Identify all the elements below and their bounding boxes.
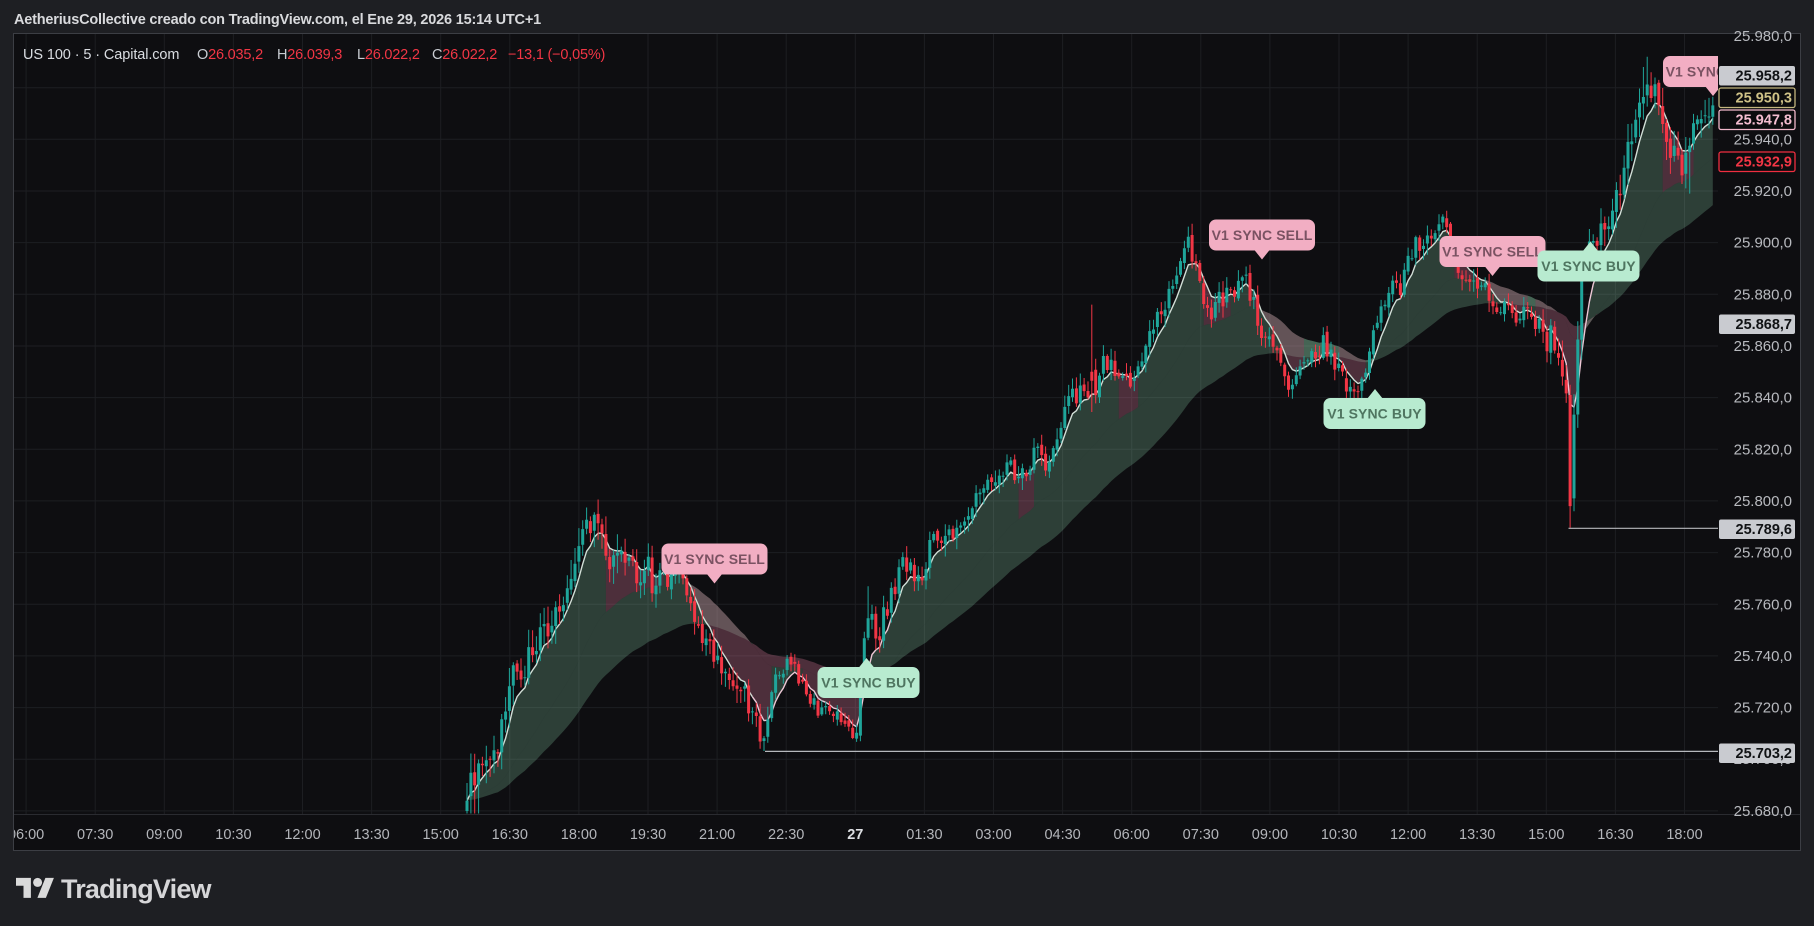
svg-text:25.720,0: 25.720,0 (1734, 700, 1792, 717)
svg-text:V1 SYNC BUY: V1 SYNC BUY (1541, 258, 1636, 274)
svg-text:25.760,0: 25.760,0 (1734, 596, 1792, 613)
svg-text:10:30: 10:30 (1321, 827, 1357, 843)
svg-text:21:00: 21:00 (699, 827, 735, 843)
svg-text:12:00: 12:00 (284, 827, 320, 843)
svg-text:04:30: 04:30 (1044, 827, 1080, 843)
svg-text:V1 SYNC SELL: V1 SYNC SELL (1666, 64, 1767, 80)
svg-text:12:00: 12:00 (1390, 827, 1426, 843)
svg-text:V1 SYNC BUY: V1 SYNC BUY (1327, 406, 1422, 422)
svg-text:25.947,8: 25.947,8 (1736, 113, 1792, 129)
svg-text:25.950,3: 25.950,3 (1736, 91, 1792, 107)
svg-text:25.740,0: 25.740,0 (1734, 648, 1792, 665)
svg-text:25.840,0: 25.840,0 (1734, 390, 1792, 407)
svg-text:03:00: 03:00 (975, 827, 1011, 843)
svg-text:25.703,2: 25.703,2 (1736, 746, 1792, 762)
svg-text:13:30: 13:30 (1459, 827, 1495, 843)
svg-text:09:00: 09:00 (1252, 827, 1288, 843)
svg-text:V1 SYNC SELL: V1 SYNC SELL (1212, 227, 1313, 243)
svg-text:AetheriusCollective creado con: AetheriusCollective creado con TradingVi… (14, 12, 541, 28)
svg-text:O26.035,2: O26.035,2 (197, 47, 263, 63)
svg-text:V1 SYNC SELL: V1 SYNC SELL (1442, 244, 1543, 260)
svg-text:18:00: 18:00 (561, 827, 597, 843)
svg-text:01:30: 01:30 (906, 827, 942, 843)
svg-text:06:00: 06:00 (8, 827, 44, 843)
svg-text:10:30: 10:30 (215, 827, 251, 843)
svg-text:13:30: 13:30 (353, 827, 389, 843)
svg-text:25.789,6: 25.789,6 (1736, 522, 1792, 538)
svg-text:25.860,0: 25.860,0 (1734, 338, 1792, 355)
svg-text:25.780,0: 25.780,0 (1734, 545, 1792, 562)
svg-text:TradingView: TradingView (61, 874, 213, 904)
svg-text:16:30: 16:30 (492, 827, 528, 843)
svg-text:25.680,0: 25.680,0 (1734, 803, 1792, 820)
svg-text:25.800,0: 25.800,0 (1734, 493, 1792, 510)
svg-text:09:00: 09:00 (146, 827, 182, 843)
svg-text:07:30: 07:30 (77, 827, 113, 843)
svg-text:25.900,0: 25.900,0 (1734, 235, 1792, 252)
svg-text:−13,1 (−0,05%): −13,1 (−0,05%) (508, 47, 605, 63)
svg-text:15:00: 15:00 (1528, 827, 1564, 843)
svg-text:V1 SYNC SELL: V1 SYNC SELL (664, 551, 765, 567)
svg-text:25.940,0: 25.940,0 (1734, 131, 1792, 148)
svg-text:16:30: 16:30 (1597, 827, 1633, 843)
svg-text:19:30: 19:30 (630, 827, 666, 843)
svg-text:06:00: 06:00 (1114, 827, 1150, 843)
svg-text:25.932,9: 25.932,9 (1736, 155, 1792, 171)
svg-text:C26.022,2: C26.022,2 (432, 47, 497, 63)
svg-text:25.880,0: 25.880,0 (1734, 286, 1792, 303)
svg-text:25.920,0: 25.920,0 (1734, 183, 1792, 200)
svg-text:25.958,2: 25.958,2 (1736, 69, 1792, 85)
svg-text:22:30: 22:30 (768, 827, 804, 843)
svg-text:US 100 · 5 · Capital.com: US 100 · 5 · Capital.com (23, 47, 179, 63)
svg-text:15:00: 15:00 (423, 827, 459, 843)
svg-text:25.820,0: 25.820,0 (1734, 441, 1792, 458)
svg-text:25.980,0: 25.980,0 (1734, 28, 1792, 45)
svg-text:07:30: 07:30 (1183, 827, 1219, 843)
svg-text:25.868,7: 25.868,7 (1736, 317, 1792, 333)
svg-text:H26.039,3: H26.039,3 (277, 47, 342, 63)
svg-text:V1 SYNC BUY: V1 SYNC BUY (821, 675, 916, 691)
svg-text:L26.022,2: L26.022,2 (357, 47, 420, 63)
svg-text:27: 27 (847, 827, 863, 843)
svg-text:18:00: 18:00 (1666, 827, 1702, 843)
